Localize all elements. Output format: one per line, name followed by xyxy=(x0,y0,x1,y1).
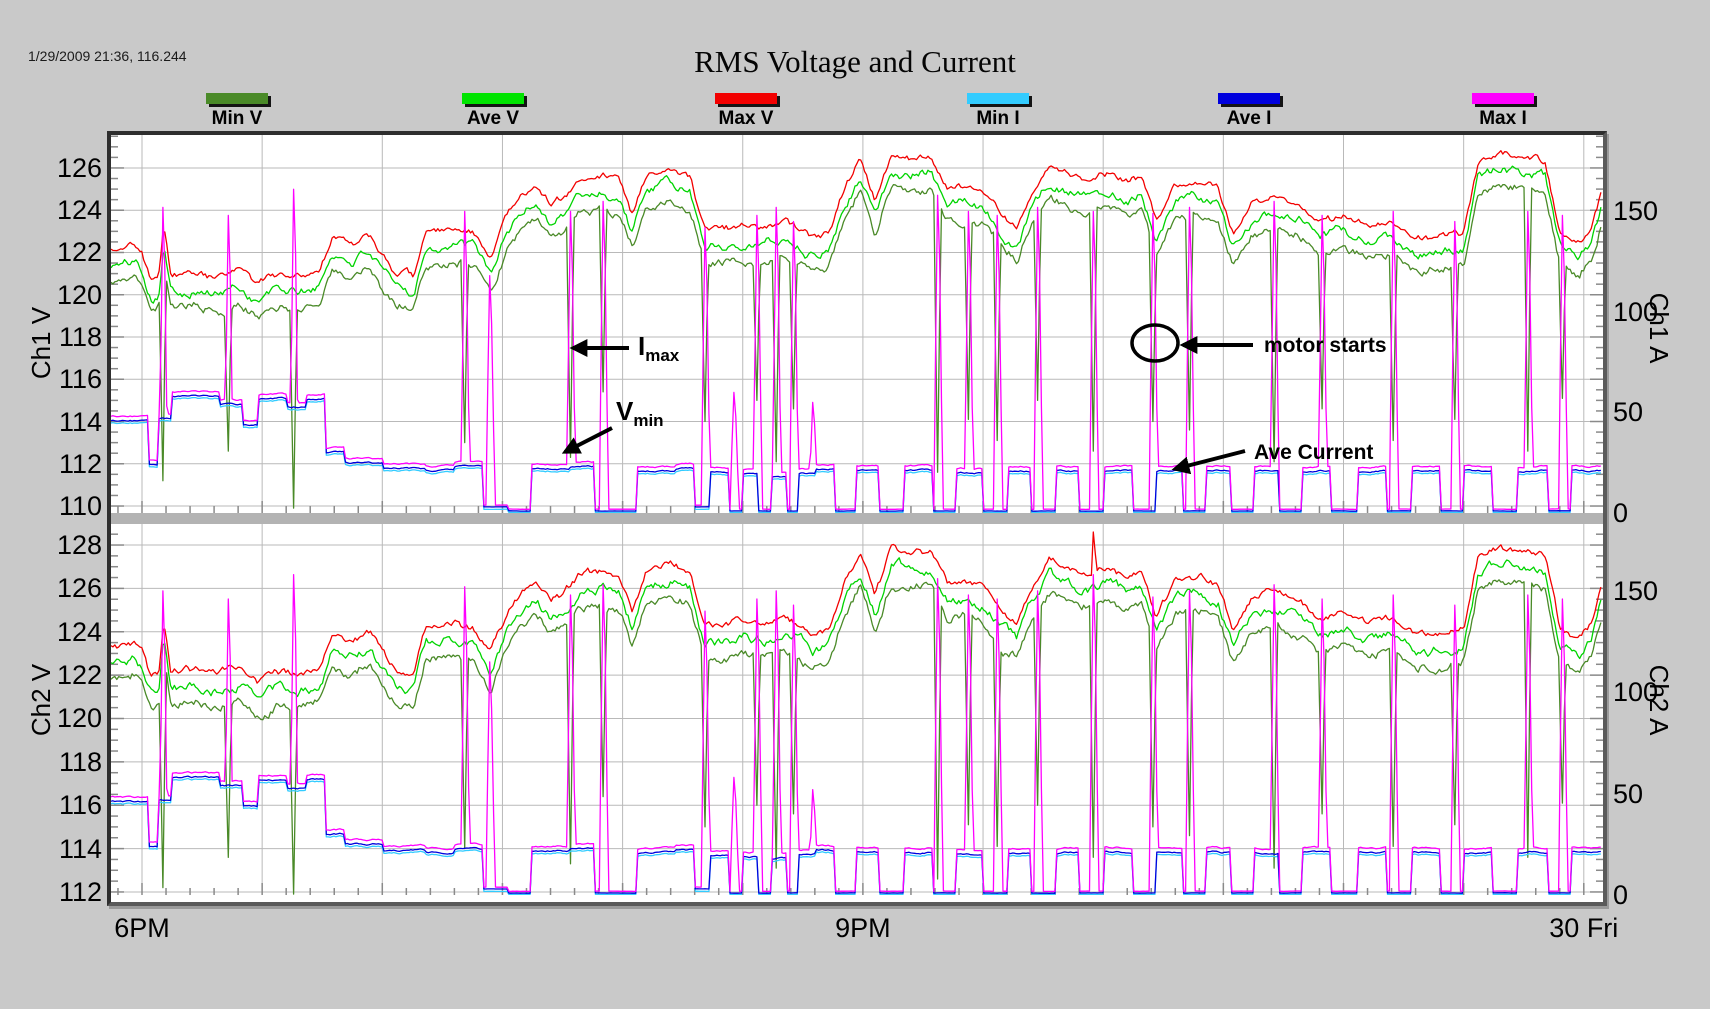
y-tick-label-voltage: 124 xyxy=(56,195,102,226)
ch1-plot-area[interactable] xyxy=(111,135,1603,513)
legend-swatch xyxy=(715,93,777,104)
y-tick-label-current: 150 xyxy=(1613,575,1659,606)
y-tick-label-voltage: 120 xyxy=(56,703,102,734)
y-tick-label-voltage: 118 xyxy=(58,746,102,777)
status-datestamp: 1/29/2009 21:36, 116.244 xyxy=(28,48,187,64)
legend-swatch xyxy=(1218,93,1280,104)
ave-v-series xyxy=(111,165,1602,304)
y-tick-label-voltage: 126 xyxy=(56,152,102,183)
y-tick-label-current: 150 xyxy=(1613,196,1659,227)
x-tick-label: 30 Fri xyxy=(1549,913,1619,943)
y-tick-label-voltage: 112 xyxy=(58,448,102,479)
legend-label: Max I xyxy=(1479,108,1527,129)
y-tick-label-voltage: 128 xyxy=(56,530,102,561)
max-i-series xyxy=(111,188,1601,511)
y-tick-label-voltage: 116 xyxy=(58,790,102,821)
legend-swatch xyxy=(462,93,524,104)
y-tick-label-current: 50 xyxy=(1613,778,1644,809)
x-tick-label: 9PM xyxy=(835,913,891,943)
ave-current-annotation: Ave Current xyxy=(1254,441,1374,464)
max-v-series xyxy=(111,150,1602,284)
legend-swatch xyxy=(1472,93,1534,104)
imax-annotation: Imax xyxy=(638,331,680,365)
x-tick-label: 6PM xyxy=(114,913,170,943)
y-tick-label-current: 100 xyxy=(1613,677,1659,708)
chart-title: RMS Voltage and Current xyxy=(694,44,1016,79)
max-v-series xyxy=(111,531,1602,684)
y-tick-label-voltage: 114 xyxy=(58,406,102,437)
legend-label: Ave I xyxy=(1226,108,1272,129)
y-tick-label-voltage: 120 xyxy=(56,279,102,310)
ch2-plot-area[interactable] xyxy=(111,524,1603,895)
vmin-annotation: Vmin xyxy=(616,396,664,430)
min-v-series xyxy=(111,183,1602,509)
legend-swatch xyxy=(967,93,1029,104)
y-tick-label-voltage: 126 xyxy=(56,573,102,604)
ave-v-series xyxy=(111,557,1602,698)
legend-swatch xyxy=(206,93,268,104)
y-tick-label-current: 50 xyxy=(1613,397,1644,428)
y-tick-label-voltage: 122 xyxy=(56,660,102,691)
legend-label: Ave V xyxy=(466,108,520,129)
legend-label: Max V xyxy=(718,108,774,129)
y-tick-label-voltage: 118 xyxy=(58,321,102,352)
y-tick-label-voltage: 124 xyxy=(56,616,102,647)
motor-starts-annotation: motor starts xyxy=(1264,334,1387,357)
y-tick-label-voltage: 116 xyxy=(58,364,102,395)
legend-label: Min I xyxy=(976,108,1020,129)
y-tick-label-voltage: 110 xyxy=(58,491,102,522)
y-tick-label-voltage: 114 xyxy=(58,833,102,864)
gridlines xyxy=(111,135,1603,513)
gridlines xyxy=(111,524,1603,895)
ch2-voltage-axis-label: Ch2 V xyxy=(26,663,56,737)
min-v-series xyxy=(111,579,1602,895)
y-tick-label-current: 0 xyxy=(1613,880,1629,910)
y-tick-label-voltage: 122 xyxy=(56,237,102,268)
legend-label: Min V xyxy=(211,108,263,129)
max-i-series xyxy=(111,574,1601,893)
ch1-current-axis-label: Ch1 A xyxy=(1644,292,1674,364)
y-tick-label-current: 0 xyxy=(1613,498,1629,528)
y-tick-label-voltage: 112 xyxy=(58,876,102,907)
chart-divider xyxy=(111,513,1603,524)
axis-tick-marks xyxy=(111,135,1603,513)
y-tick-label-current: 100 xyxy=(1613,296,1659,327)
